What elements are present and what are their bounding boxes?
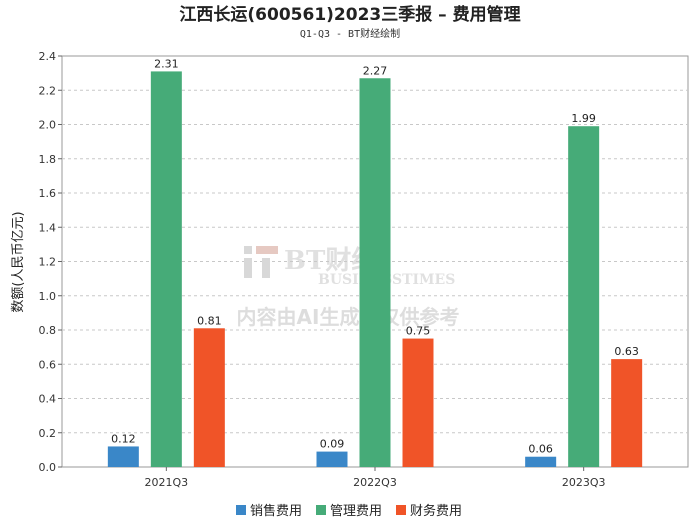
- data-label: 0.12: [111, 432, 136, 445]
- legend-swatch: [236, 505, 246, 515]
- bar: [525, 456, 557, 467]
- legend-swatch: [396, 505, 406, 515]
- legend: 销售费用 管理费用 财务费用: [236, 503, 462, 519]
- bar: [402, 338, 434, 467]
- data-labels: 0.12 2.31 0.81 0.09 2.27 0.75 0.06 1.99 0.63: [111, 57, 639, 455]
- bar: [150, 71, 182, 467]
- bars: [107, 71, 643, 468]
- y-tick-label: 0.6: [39, 358, 57, 371]
- x-axis-ticks: 2021Q3 2022Q3 2023Q3: [145, 467, 606, 489]
- legend-label: 管理费用: [330, 504, 382, 519]
- x-tick-label: 2021Q3: [145, 476, 189, 489]
- data-label: 2.27: [363, 64, 388, 77]
- y-axis-ticks: 0.0 0.2 0.4 0.6 0.8 1.0 1.2 1.4 1.6 1.8 2.0 2.2 2.4: [39, 50, 62, 474]
- data-label: 0.09: [320, 438, 345, 451]
- bar: [316, 451, 348, 467]
- data-label: 0.63: [614, 345, 639, 358]
- y-tick-label: 1.8: [39, 153, 57, 166]
- watermark-logo-icon: [244, 246, 278, 278]
- y-tick-label: 2.0: [39, 119, 57, 132]
- y-tick-label: 1.2: [39, 256, 57, 269]
- bar: [107, 446, 139, 467]
- data-label: 1.99: [571, 112, 596, 125]
- y-axis-label: 数额(人民币亿元): [11, 211, 26, 312]
- chart-subtitle: Q1-Q3 - BT财经绘制: [300, 27, 400, 40]
- y-tick-label: 2.4: [39, 50, 57, 63]
- y-tick-label: 1.0: [39, 290, 57, 303]
- y-tick-label: 0.0: [39, 461, 57, 474]
- y-tick-label: 0.4: [39, 393, 57, 406]
- legend-label: 销售费用: [250, 503, 302, 519]
- data-label: 0.75: [406, 325, 431, 338]
- bar: [568, 126, 600, 468]
- bar: [193, 328, 225, 467]
- y-tick-label: 2.2: [39, 84, 57, 97]
- data-label: 2.31: [154, 57, 179, 70]
- x-tick-label: 2022Q3: [353, 476, 397, 489]
- bar: [359, 78, 391, 467]
- data-label: 0.06: [528, 443, 553, 456]
- watermark-notice: 内容由AI生成，仅供参考: [237, 305, 460, 329]
- legend-swatch: [316, 505, 326, 515]
- chart-title: 江西长运(600561)2023三季报 – 费用管理: [179, 4, 520, 25]
- y-tick-label: 1.6: [39, 187, 57, 200]
- legend-label: 财务费用: [410, 503, 462, 519]
- y-tick-label: 1.4: [39, 221, 57, 234]
- plot-area: 0.00.20.40.60.81.01.21.41.61.82.02.22.4 …: [39, 50, 689, 489]
- y-tick-label: 0.2: [39, 427, 57, 440]
- bar: [611, 359, 643, 467]
- data-label: 0.81: [197, 314, 222, 327]
- y-tick-label: 0.8: [39, 324, 57, 337]
- x-tick-label: 2023Q3: [562, 476, 606, 489]
